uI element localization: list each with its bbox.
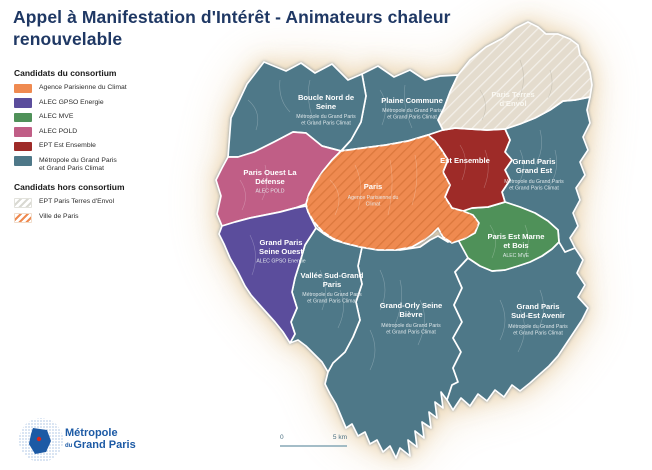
svg-text:Métropole du Grand Paris: Métropole du Grand Paris [381,323,441,329]
svg-text:Métropole du Grand Paris: Métropole du Grand Paris [302,292,362,298]
swatch-alec-mve [14,112,32,122]
legend-item: Métropole du Grand Paris et Grand Paris … [14,156,204,174]
svg-text:Métropole du Grand Paris: Métropole du Grand Paris [296,114,356,120]
svg-text:d'Envol: d'Envol [499,99,526,108]
svg-text:Grand Est: Grand Est [516,166,553,175]
logo-metropole-shape [29,428,51,454]
legend-header-consortium: Candidats du consortium [14,68,117,78]
label-paris-ouest-la-defense: Paris Ouest La [243,168,297,177]
svg-text:Climat: Climat [366,202,381,208]
label-paris: Paris [364,182,383,191]
metropole-grand-paris-logo: Métropole duGrand Paris [16,414,136,466]
label-grand-orly-seine-bievre: Grand-Orly Seine [380,301,442,310]
label-boucle-nord-de-seine: Boucle Nord de [298,93,354,102]
label-grand-paris-seine-ouest: Grand Paris [259,238,302,247]
label-paris-est-marne-et-bois: Paris Est Marne [488,232,545,241]
commune-boundaries-terres-envol [479,59,553,121]
label-est-ensemble: Est Ensemble [440,156,490,165]
swatch-alec-pold [14,127,32,137]
svg-text:Métropole du Grand Paris: Métropole du Grand Paris [508,324,568,330]
commune-boundaries [239,79,557,371]
svg-text:et Grand Paris Climat: et Grand Paris Climat [513,331,563,337]
legend-header-hors-consortium: Candidats hors consortium [14,182,125,193]
svg-text:Bièvre: Bièvre [399,310,422,319]
svg-text:Seine Ouest: Seine Ouest [259,247,303,256]
swatch-metropole-grand-paris [14,156,32,166]
legend-item: EPT Paris Terres d'Envol [14,197,204,208]
scale-bar: 0 5 km [280,434,347,447]
svg-text:et Grand Paris Climat: et Grand Paris Climat [509,186,559,192]
legend-item: EPT Est Ensemble [14,141,204,151]
svg-text:et Grand Paris Climat: et Grand Paris Climat [307,299,357,305]
svg-text:et Grand Paris Climat: et Grand Paris Climat [301,121,351,127]
svg-text:Métropole du Grand Paris: Métropole du Grand Paris [382,108,442,114]
logo-paris-dot [36,436,42,442]
logo-icon [19,418,63,462]
svg-text:Sud-Est Avenir: Sud-Est Avenir [511,311,565,320]
label-grand-paris-grand-est: Grand Paris [512,157,555,166]
scale-end: 5 km [333,434,347,441]
swatch-ept-est-ensemble [14,141,32,151]
svg-text:Paris: Paris [323,280,342,289]
svg-text:et Grand Paris Climat: et Grand Paris Climat [386,330,436,336]
logo-text: Métropole duGrand Paris [65,427,136,451]
swatch-terres-envol-hatch [14,197,32,208]
label-vallee-sud-grand-paris: Vallée Sud-Grand [301,271,364,280]
svg-text:et Bois: et Bois [503,241,528,250]
svg-text:et Grand Paris Climat: et Grand Paris Climat [387,115,437,121]
svg-text:Seine: Seine [316,102,336,111]
legend-item: ALEC POLD [14,127,204,137]
svg-text:Métropole du Grand Paris: Métropole du Grand Paris [504,179,564,185]
svg-text:Défense: Défense [255,177,285,186]
page-title: Appel à Manifestation d'Intérêt - Animat… [13,7,451,50]
svg-text:ALEC MVE: ALEC MVE [503,253,530,259]
svg-text:ALEC GPSO Energie: ALEC GPSO Energie [256,259,305,265]
swatch-alec-gpso [14,98,32,108]
svg-text:Agence Parisienne du: Agence Parisienne du [348,195,399,201]
legend-item: Ville de Paris [14,212,204,223]
legend-item: Agence Parisienne du Climat [14,83,204,93]
map-labels: Boucle Nord de Seine Métropole du Grand … [243,90,568,337]
swatch-ville-de-paris-hatch [14,212,32,223]
scale-start: 0 [280,434,284,441]
svg-text:ALEC POLD: ALEC POLD [255,189,284,195]
label-plaine-commune: Plaine Commune [381,96,443,105]
legend-item: ALEC GPSO Energie [14,98,204,108]
legend: Candidats du consortium Agence Parisienn… [14,64,204,227]
swatch-agence-parisienne [14,83,32,93]
label-grand-paris-sud-est-avenir: Grand Paris [516,302,559,311]
region-grand-paris-seine-ouest [218,205,317,344]
label-paris-terres-envol: Paris Terres [491,90,534,99]
legend-item: ALEC MVE [14,112,204,122]
